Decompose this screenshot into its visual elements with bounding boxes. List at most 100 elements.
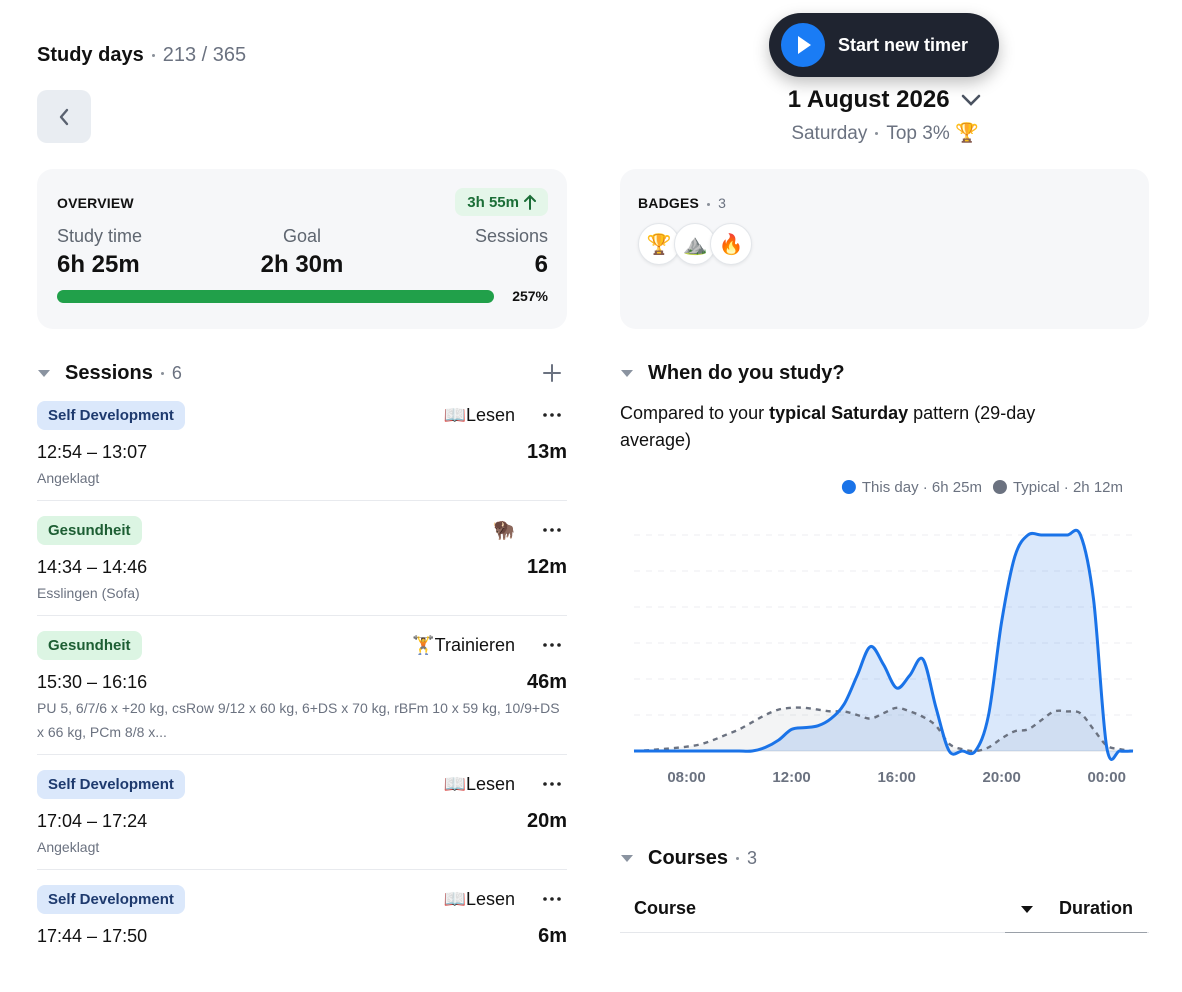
sort-column[interactable]: Duration — [1005, 890, 1147, 933]
category-tag: Self Development — [37, 769, 185, 799]
progress-bar — [57, 290, 494, 303]
separator — [707, 202, 711, 206]
sort-icon — [1021, 906, 1033, 913]
more-icon — [543, 413, 561, 417]
date-picker[interactable]: 1 August 2026 — [700, 86, 1070, 114]
legend-label: Typical · 2h 12m — [1013, 479, 1123, 496]
badge: 🏆 — [638, 223, 680, 265]
more-button[interactable] — [537, 515, 567, 545]
session-time-row: 12:54 – 13:07 13m — [37, 438, 567, 466]
x-tick-label: 12:00 — [772, 769, 810, 786]
session-list: Self Development 📖Lesen 12:54 – 13:07 13m An… — [37, 400, 567, 974]
time-range: 17:04 – 17:24 — [37, 810, 148, 831]
time-range: 17:44 – 17:50 — [37, 925, 148, 946]
category-tag: Self Development — [37, 400, 185, 430]
study-header: When do you study? — [620, 360, 845, 386]
more-button[interactable] — [537, 630, 567, 660]
collapse-icon[interactable] — [37, 368, 51, 378]
activity: 📖Lesen — [443, 888, 515, 909]
column-header[interactable]: Course — [634, 898, 697, 918]
progress-percent: 257% — [512, 288, 548, 304]
line — [634, 528, 1134, 761]
timer-label: Start new timer — [838, 34, 969, 55]
category-tag: Gesundheit — [37, 515, 142, 545]
stat-label: Goal — [282, 226, 322, 246]
more-button[interactable] — [537, 400, 567, 430]
overview-title: OVERVIEW — [57, 195, 134, 211]
session[interactable]: Self Development 📖Lesen 17:04 – 17:24 20m An… — [37, 769, 567, 870]
date: 1 August 2026 — [787, 86, 950, 113]
separator — [160, 371, 164, 375]
stat: Study time 6h 25m — [57, 226, 142, 279]
up-arrow — [524, 194, 536, 210]
more-button[interactable] — [537, 769, 567, 799]
emphasis: typical Saturday — [769, 403, 909, 423]
badges-title: BADGES — [638, 195, 700, 211]
delta: 3h 55m — [467, 193, 519, 211]
page-title: Study days — [37, 44, 144, 66]
duration: 46m — [526, 670, 567, 693]
text: Compared to your — [620, 403, 770, 423]
session-time-row: 15:30 – 16:16 46m — [37, 668, 567, 696]
back-button[interactable] — [37, 90, 91, 143]
more-icon — [543, 897, 561, 901]
duration: 12m — [526, 555, 567, 578]
study-title: When do you study? — [648, 361, 845, 384]
stat: Goal 2h 30m — [202, 226, 402, 279]
session-top: Self Development 📖Lesen — [37, 400, 567, 430]
session[interactable]: Gesundheit 🦬 14:34 – 14:46 12m Esslingen (So… — [37, 515, 567, 616]
play-icon — [781, 23, 825, 67]
stat-value: 2h 30m — [260, 251, 344, 278]
text: pattern (29-day average) — [620, 403, 1036, 450]
sessions-header: Sessions 6 — [37, 360, 567, 386]
session-top: Gesundheit 🏋️Trainieren — [37, 630, 567, 660]
overview-card: OVERVIEW 3h 55m Study time 6h 25m Goal 2h … — [37, 169, 567, 329]
duration: 13m — [526, 440, 567, 463]
time-range: 15:30 – 16:16 — [37, 671, 148, 692]
session[interactable]: Gesundheit 🏋️Trainieren 15:30 – 16:16 46m PU… — [37, 630, 567, 755]
badge: 🔥 — [710, 223, 752, 265]
delta-pill: 3h 55m — [455, 188, 548, 216]
badges-card: BADGES 3 🏆 ⛰️ 🔥 — [620, 169, 1149, 329]
courses-table-header: Course Duration — [620, 890, 1149, 933]
more-icon — [543, 528, 561, 532]
page-header: Study days 213 / 365 — [37, 44, 246, 67]
x-tick-label: 20:00 — [982, 769, 1020, 786]
courses-title: Courses — [648, 846, 729, 869]
more-button[interactable] — [537, 884, 567, 914]
column-header: Duration — [1059, 898, 1133, 918]
x-tick-label: 16:00 — [877, 769, 915, 786]
more-icon — [543, 782, 561, 786]
badges-header: BADGES 3 — [638, 195, 726, 211]
session-top: Self Development 📖Lesen — [37, 769, 567, 799]
start-timer-button[interactable]: Start new timer — [769, 13, 999, 77]
back-icon — [59, 108, 69, 125]
stat: Sessions 6 — [475, 226, 548, 279]
category-tag: Self Development — [37, 884, 185, 914]
stat-value: 6h 25m — [57, 251, 140, 278]
x-tick-label: 00:00 — [1088, 769, 1126, 786]
area — [634, 707, 1133, 752]
session-top: Gesundheit 🦬 — [37, 515, 567, 545]
stat-value: 6 — [534, 251, 548, 278]
separator — [736, 856, 740, 860]
session[interactable]: Self Development 📖Lesen 12:54 – 13:07 13m An… — [37, 400, 567, 501]
collapse-icon[interactable] — [620, 853, 634, 863]
activity: 🏋️Trainieren — [412, 634, 515, 655]
date-subtitle: Saturday Top 3% 🏆 — [700, 121, 1070, 145]
weekday: Saturday — [791, 123, 868, 144]
collapse-icon[interactable] — [620, 368, 634, 378]
activity: 🦬 — [492, 519, 515, 540]
time-range: 12:54 – 13:07 — [37, 441, 148, 462]
session[interactable]: Self Development 📖Lesen 17:44 – 17:50 6m — [37, 884, 567, 960]
separator — [151, 54, 155, 58]
add-session-button[interactable] — [542, 363, 562, 383]
note: Angeklagt — [37, 839, 100, 855]
area — [634, 530, 1133, 760]
sessions-title: Sessions — [65, 361, 153, 384]
time-range: 14:34 – 14:46 — [37, 556, 148, 577]
courses-header: Courses 3 — [620, 845, 757, 871]
sessions-count: 6 — [171, 362, 182, 383]
